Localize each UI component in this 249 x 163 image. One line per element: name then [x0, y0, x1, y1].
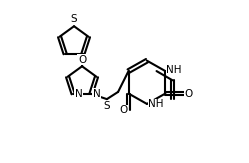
Text: NH: NH — [166, 65, 182, 75]
Text: O: O — [78, 55, 86, 65]
Text: S: S — [104, 101, 110, 111]
Text: NH: NH — [148, 99, 163, 109]
Text: O: O — [120, 105, 128, 115]
Text: O: O — [185, 89, 193, 98]
Text: N: N — [75, 89, 82, 99]
Text: N: N — [93, 89, 100, 99]
Text: S: S — [71, 14, 77, 24]
